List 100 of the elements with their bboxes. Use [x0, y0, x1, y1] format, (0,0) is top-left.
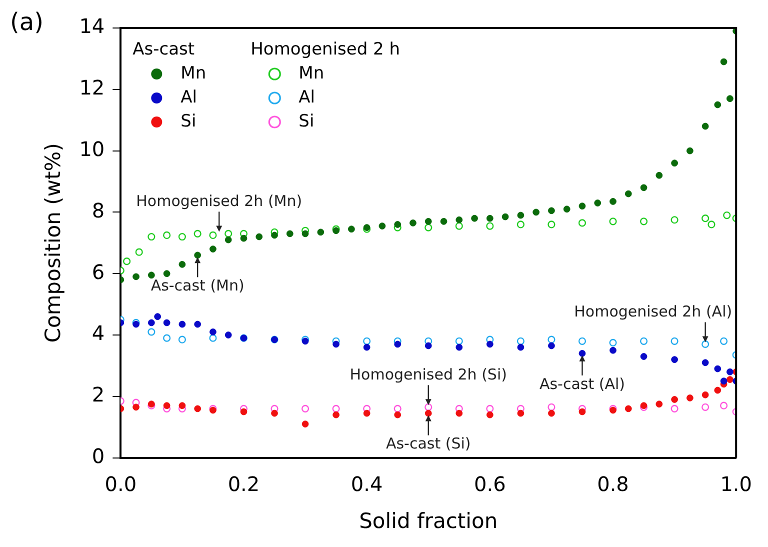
- point: [517, 410, 524, 417]
- point: [671, 160, 678, 167]
- point: [640, 337, 648, 345]
- point: [456, 410, 463, 417]
- point: [456, 344, 463, 351]
- point: [594, 200, 602, 206]
- point: [486, 404, 494, 412]
- point: [548, 410, 555, 417]
- text: (a): [10, 8, 44, 36]
- point: [720, 378, 728, 384]
- point: [548, 403, 556, 411]
- point: [302, 230, 309, 238]
- annotation: Homogenised 2h (Si): [350, 366, 507, 384]
- point: [548, 207, 555, 214]
- point: [486, 411, 494, 418]
- y-tick-label: 2: [92, 382, 105, 407]
- point: [271, 410, 278, 417]
- point: [670, 404, 678, 412]
- point: [486, 214, 494, 222]
- point: [240, 234, 248, 242]
- point: [163, 319, 170, 326]
- y-tick-label: 6: [92, 260, 105, 284]
- point: [348, 226, 355, 233]
- point: [656, 172, 663, 179]
- point: [455, 337, 463, 345]
- point: [624, 190, 632, 198]
- y-tick-label: 0: [92, 444, 105, 468]
- point: [502, 213, 509, 220]
- y-tick-label: 4: [92, 321, 105, 346]
- point: [456, 216, 463, 224]
- point: [610, 346, 616, 354]
- point: [332, 340, 340, 348]
- point: [640, 184, 648, 192]
- point: [194, 252, 202, 259]
- point: [224, 236, 232, 244]
- point: [516, 337, 524, 345]
- point: [702, 391, 709, 398]
- point: [256, 233, 263, 240]
- point: [440, 218, 448, 225]
- point: [686, 147, 694, 154]
- annotation: As-cast (Al): [539, 374, 625, 393]
- point: [424, 224, 432, 232]
- legend-label: Al: [298, 87, 316, 108]
- point: [394, 340, 402, 348]
- point: [154, 313, 162, 320]
- point: [178, 232, 186, 241]
- point: [301, 404, 310, 412]
- point: [578, 350, 586, 357]
- point: [210, 246, 216, 252]
- y-tick-label: 12: [79, 76, 105, 100]
- point: [671, 396, 678, 403]
- point: [317, 228, 324, 236]
- point: [471, 214, 478, 222]
- point: [714, 365, 722, 372]
- point: [548, 342, 555, 350]
- point: [132, 273, 140, 280]
- point: [332, 411, 340, 418]
- point: [302, 420, 309, 428]
- point: [455, 222, 463, 230]
- point: [209, 231, 217, 240]
- point: [609, 218, 617, 226]
- point: [148, 328, 156, 336]
- point: [702, 359, 709, 366]
- x-tick-label: 0.8: [597, 472, 629, 496]
- point: [517, 212, 524, 219]
- point: [135, 248, 143, 256]
- point: [640, 353, 648, 360]
- point: [686, 394, 694, 402]
- point: [194, 405, 202, 412]
- y-tick-label: 8: [92, 198, 105, 222]
- point: [720, 58, 728, 66]
- point: [609, 338, 617, 346]
- point: [394, 221, 402, 228]
- point: [178, 320, 186, 328]
- point: [123, 258, 131, 266]
- point: [548, 220, 556, 228]
- annotation: As-cast (Si): [386, 434, 471, 453]
- legend-label: Al: [180, 87, 198, 108]
- point: [394, 404, 402, 412]
- point: [578, 202, 586, 210]
- point: [148, 272, 155, 279]
- point: [363, 337, 371, 345]
- point: [670, 216, 678, 224]
- point: [726, 95, 734, 102]
- point: [163, 402, 170, 410]
- point: [394, 411, 402, 418]
- point: [286, 230, 294, 238]
- point: [486, 340, 494, 348]
- annotation: Homogenised 2h (Mn): [136, 192, 302, 210]
- point: [720, 337, 728, 345]
- point: [670, 337, 678, 345]
- x-tick-label: 0.2: [228, 472, 260, 496]
- y-axis-title: Composition (wt%): [41, 143, 66, 343]
- point: [714, 101, 722, 108]
- point: [726, 368, 734, 376]
- point: [424, 218, 432, 225]
- point: [516, 220, 524, 228]
- point: [424, 403, 432, 411]
- point: [486, 222, 494, 230]
- legend-label: Si: [180, 111, 196, 132]
